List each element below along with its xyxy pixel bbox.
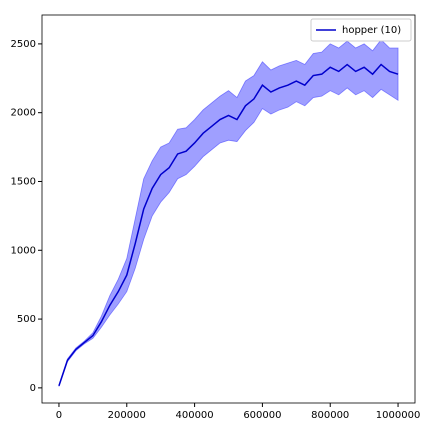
- y-tick-label: 0: [30, 383, 36, 394]
- x-tick-label: 0: [56, 410, 62, 421]
- y-tick-label: 1000: [11, 245, 36, 256]
- x-tick-label: 800000: [311, 410, 349, 421]
- x-tick-label: 1000000: [376, 410, 421, 421]
- x-tick-label: 400000: [175, 410, 213, 421]
- x-tick-label: 200000: [108, 410, 146, 421]
- legend: hopper (10): [310, 18, 412, 42]
- y-tick-label: 500: [17, 314, 36, 325]
- band: [58, 39, 399, 387]
- y-tick-label: 2500: [11, 39, 36, 50]
- legend-label: hopper (10): [342, 25, 401, 36]
- x-tick-label: 600000: [243, 410, 281, 421]
- legend-box: [310, 18, 412, 42]
- y-tick-label: 2000: [11, 108, 36, 119]
- y-tick-label: 1500: [11, 176, 36, 187]
- line: [58, 63, 399, 387]
